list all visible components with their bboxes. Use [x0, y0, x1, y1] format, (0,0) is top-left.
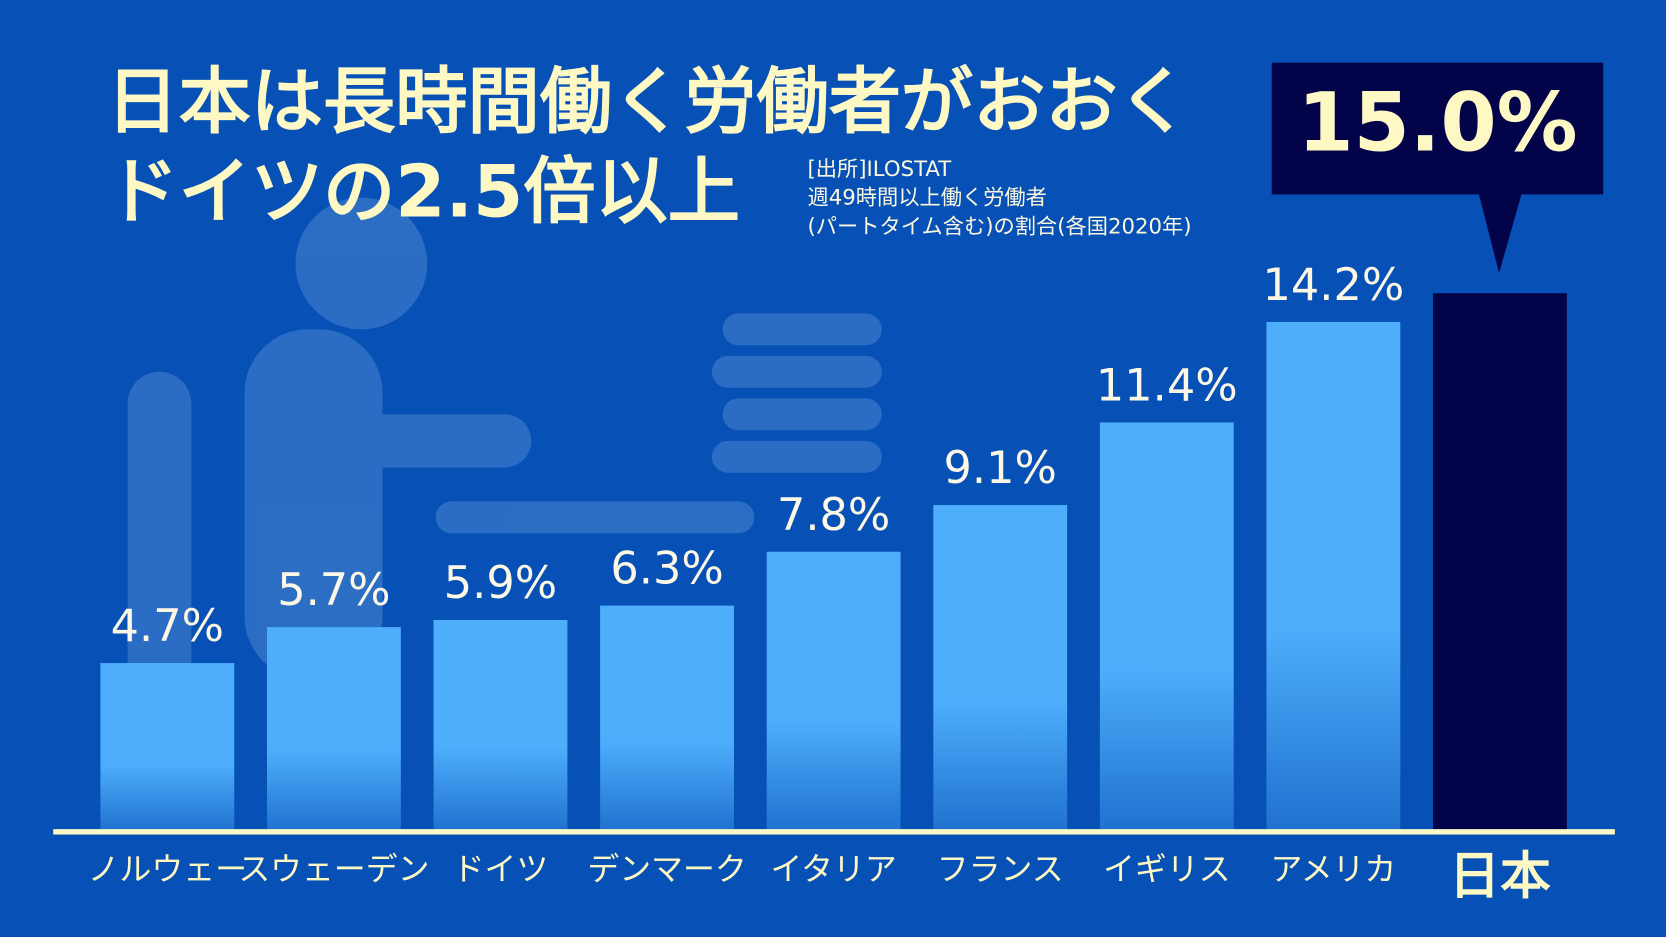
bar: [1433, 293, 1567, 832]
x-tick-label: スウェーデン: [238, 850, 429, 888]
x-tick-label: フランス: [937, 850, 1064, 888]
x-tick-label: ノルウェー: [88, 850, 247, 888]
value-label: 11.4%: [1096, 359, 1238, 411]
bar: [1266, 321, 1401, 832]
x-tick-label: 日本: [1449, 848, 1551, 907]
value-label: 4.7%: [111, 600, 224, 652]
value-label: 5.9%: [444, 557, 557, 609]
value-label: 14.2%: [1263, 259, 1405, 311]
value-label: 6.3%: [610, 543, 723, 595]
worker-illustration: [127, 197, 882, 734]
x-tick-label: デンマーク: [587, 850, 746, 888]
bar: [433, 619, 568, 832]
x-tick-label: イタリア: [771, 850, 897, 888]
source-line: [出所]ILOSTAT: [808, 157, 953, 182]
source-line: 週49時間以上働く労働者: [808, 186, 1047, 211]
bar: [600, 605, 734, 832]
title-line: 日本は長時間働く労働者がおおく: [106, 60, 1190, 144]
x-tick-label: アメリカ: [1270, 850, 1396, 888]
value-label: 5.7%: [277, 564, 390, 616]
value-label: 9.1%: [944, 442, 1057, 494]
x-tick-label: イギリス: [1103, 850, 1230, 888]
bar: [266, 627, 401, 832]
value-label: 15.0%: [1297, 77, 1577, 171]
bar: [933, 505, 1068, 832]
value-label: 7.8%: [777, 489, 890, 541]
bar: [1099, 422, 1234, 832]
bar: [100, 663, 235, 832]
x-tick-label: ドイツ: [453, 850, 549, 888]
bar: [766, 551, 901, 832]
title-line: ドイツの2.5倍以上: [106, 151, 740, 235]
source-line: (パートタイム含む)の割合(各国2020年): [808, 214, 1192, 239]
callout: [1271, 62, 1604, 274]
